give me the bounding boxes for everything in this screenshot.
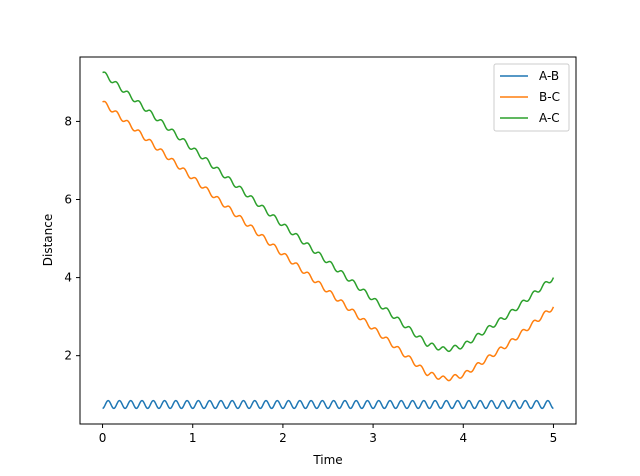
legend-label-a-b: A-B [539,69,559,83]
legend-box [493,63,570,132]
y-tick-label: 6 [64,193,72,207]
legend-label-b-c: B-C [539,90,560,104]
x-axis-label: Time [312,453,342,467]
series-line-a-b [102,399,554,410]
x-tick-label: 5 [550,431,558,445]
x-tick-label: 1 [189,431,197,445]
y-axis-label: Distance [41,214,55,266]
y-tick-label: 4 [64,271,72,285]
x-tick-label: 4 [459,431,467,445]
y-axis-ticks: 2 4 6 8 [64,114,80,363]
plot-lines [102,71,555,410]
series-line-b-c [102,100,555,382]
x-tick-label: 3 [369,431,377,445]
x-tick-label: 2 [279,431,287,445]
series-line-a-c [102,71,555,353]
legend-label-a-c: A-C [539,111,560,125]
y-tick-label: 8 [64,114,72,128]
x-axis-ticks: 0 1 2 3 4 5 [99,424,558,445]
legend: A-B B-C A-C [493,63,570,132]
y-tick-label: 2 [64,349,72,363]
plot-frame [79,56,577,425]
x-tick-label: 0 [99,431,107,445]
